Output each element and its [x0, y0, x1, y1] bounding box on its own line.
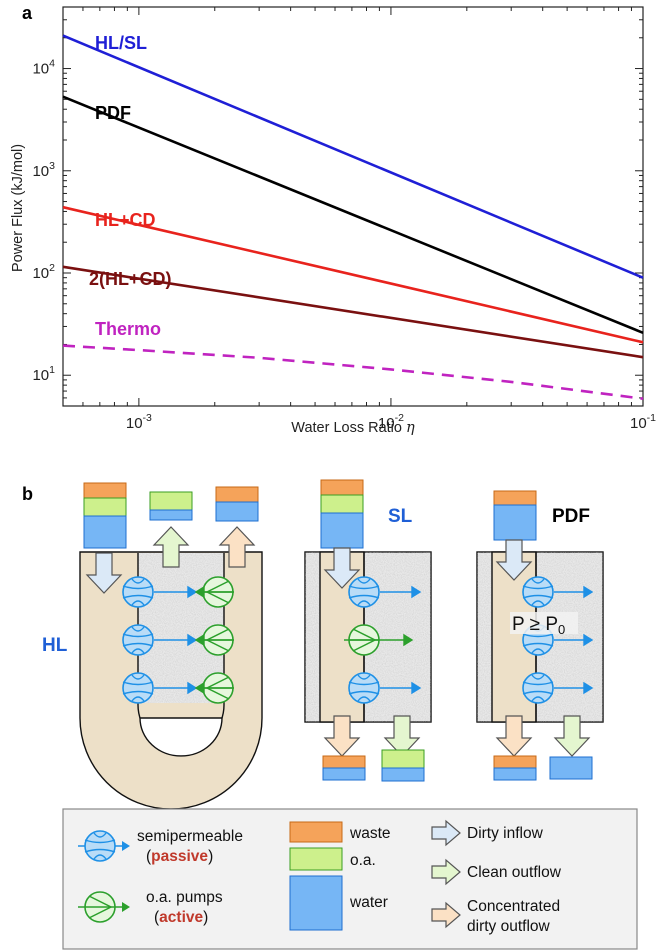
legend-passive-line: (passive) [146, 848, 213, 865]
series-label-0: HL/SL [95, 33, 147, 53]
series-label-2: HL+CD [95, 210, 156, 230]
hl-label: HL [42, 635, 68, 656]
legend-semipermeable: semipermeable [137, 828, 243, 845]
legend-box [62, 808, 638, 950]
x-tick-label-1: 10-2 [378, 412, 404, 432]
hl-bottom-pocket [139, 717, 223, 757]
legend-waste: waste [349, 825, 391, 842]
legend-paren-open-2: ( [154, 909, 160, 926]
hl-clean-stack [149, 491, 193, 521]
hl-inflow-stack [83, 482, 127, 549]
legend-paren-close-2: ) [203, 909, 208, 926]
pdf-label: PDF [552, 506, 590, 527]
y-axis-title: Power Flux (kJ/mol) [10, 144, 26, 272]
chart-frame [62, 6, 644, 407]
series-label-1: PDF [95, 103, 131, 123]
legend-oa: o.a. [350, 852, 376, 869]
y-tick-label-1: 102 [32, 262, 55, 282]
sl-semipermeable-1 [348, 576, 380, 608]
legend-water-swatch [289, 875, 343, 931]
legend-active: active [159, 909, 203, 926]
x-axis-eta: η [406, 420, 415, 436]
panel-a-letter: a [22, 3, 33, 23]
pdf-inflow-stack [493, 490, 537, 541]
pressure-condition: P ≥ P0 [512, 614, 565, 637]
sl-diagram: SL [304, 479, 432, 782]
legend-paren-close-1: ) [208, 848, 213, 865]
legend-oa-swatch [289, 847, 343, 871]
sl-inflow-stack [320, 479, 364, 549]
legend-pump-icon [78, 891, 130, 923]
pdf-semipermeable-1 [522, 576, 554, 608]
legend-clean-outflow: Clean outflow [467, 864, 562, 881]
legend-paren-open-1: ( [146, 848, 152, 865]
x-tick-label-0: 10-3 [126, 412, 152, 432]
legend-pumps: o.a. pumps [146, 889, 223, 906]
pressure-main: P ≥ P [512, 614, 558, 635]
legend-dirty-inflow: Dirty inflow [467, 825, 544, 842]
series-line-3 [62, 265, 644, 359]
legend-active-line: (active) [154, 909, 208, 926]
legend-concentrated-2: dirty outflow [467, 918, 551, 935]
series-line-2 [62, 205, 644, 344]
power-flux-chart: 10-3 10-2 10-1 101 102 103 104 HL/SL PDF HL+CD 2(… [10, 6, 656, 436]
hl-semipermeable-1 [122, 576, 154, 608]
series-line-1 [62, 95, 644, 335]
y-tick-label-3: 104 [32, 58, 55, 78]
pdf-water-stack [549, 756, 593, 780]
hl-diagram: HL [42, 482, 263, 810]
pdf-semipermeable-3 [522, 672, 554, 704]
pressure-subscript: 0 [558, 622, 565, 637]
legend-concentrated-1: Concentrated [467, 898, 560, 915]
panel-b-letter: b [22, 484, 33, 504]
legend: semipermeable (passive) o.a. pumps (acti… [62, 808, 638, 950]
legend-waste-swatch [289, 821, 343, 843]
legend-water: water [349, 894, 388, 911]
sl-waste-stack [322, 755, 366, 781]
sl-clean-stack [381, 749, 425, 782]
x-axis-title: Water Loss Ratio η [291, 420, 415, 436]
series-label-4: Thermo [95, 319, 161, 339]
sl-semipermeable-2 [348, 672, 380, 704]
series-label-3: 2(HL+CD) [89, 269, 172, 289]
series-line-4 [62, 344, 644, 400]
sl-label: SL [388, 506, 413, 527]
series-line-0 [62, 34, 644, 279]
x-axis-title-text: Water Loss Ratio [291, 420, 406, 436]
pdf-waste-stack [493, 755, 537, 781]
legend-semipermeable-icon [78, 830, 130, 862]
hl-semipermeable-3 [122, 672, 154, 704]
y-tick-label-2: 103 [32, 160, 55, 180]
pdf-diagram: P ≥ P0 PDF [476, 490, 604, 781]
legend-passive: passive [151, 848, 208, 865]
y-tick-label-0: 101 [32, 364, 55, 384]
x-tick-label-2: 10-1 [630, 412, 656, 432]
hl-semipermeable-2 [122, 624, 154, 656]
hl-waste-stack [215, 486, 259, 522]
